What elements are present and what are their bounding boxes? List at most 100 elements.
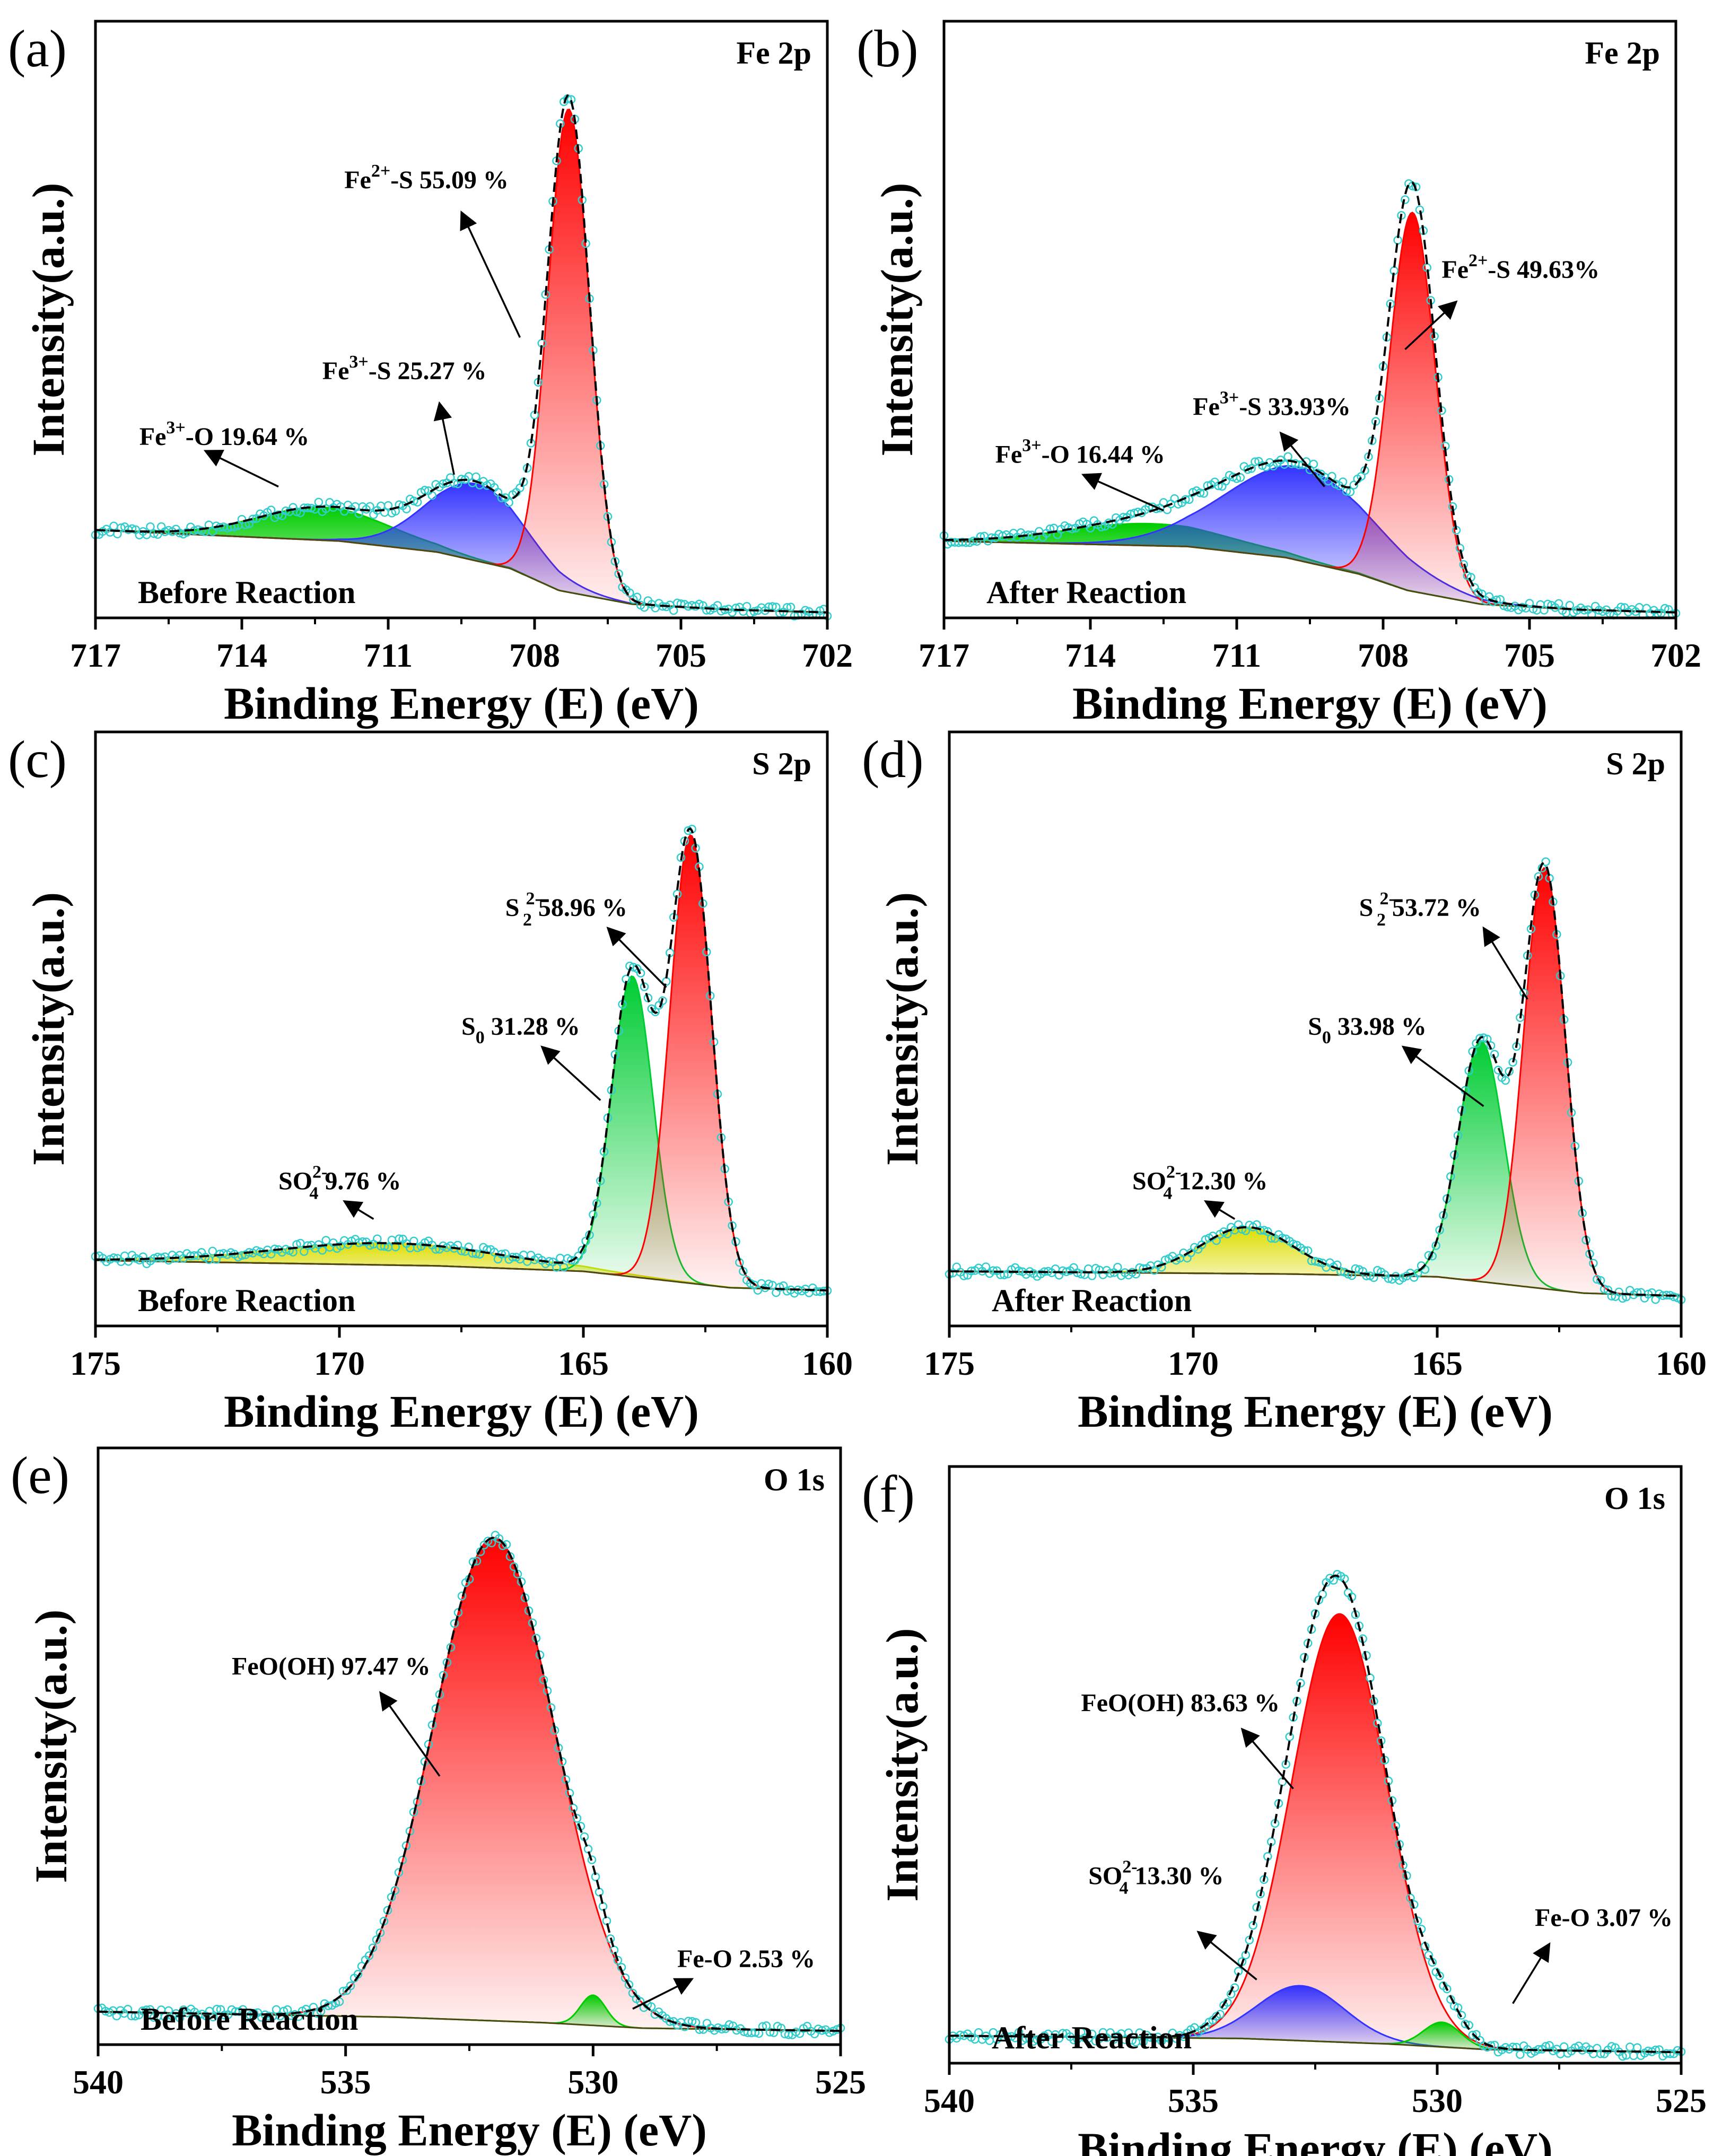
core-level-label: O 1s (764, 1462, 825, 1497)
data-point (598, 1902, 608, 1911)
data-point (364, 1951, 374, 1960)
data-point (1478, 589, 1487, 599)
x-tick-label: 714 (216, 636, 267, 674)
data-point (266, 505, 276, 514)
peak-annotation: S0 31.28 % (461, 1012, 580, 1048)
data-point (1603, 1285, 1613, 1295)
data-point (572, 1814, 582, 1823)
data-point (952, 1262, 961, 1272)
data-point (1033, 2035, 1042, 2044)
data-point (175, 2013, 185, 2023)
condition-label: Before Reaction (138, 1283, 355, 1318)
data-point (237, 1251, 247, 1260)
y-axis-title: Intensity(a.u.) (23, 182, 74, 456)
data-point (1113, 1262, 1122, 1272)
annotation-arrow (1404, 300, 1458, 351)
data-point (321, 1236, 330, 1245)
data-point (127, 524, 137, 533)
annotation-arrow (1482, 926, 1528, 1000)
data-point (578, 1245, 587, 1255)
peak-annotation: SO2-4 12.30 % (1132, 1162, 1268, 1203)
envelope-curve (95, 827, 828, 1291)
annotation-arrow (632, 1978, 694, 2010)
peak-annotation: Fe-O 2.53 % (677, 1945, 815, 1973)
data-point (691, 2018, 701, 2027)
condition-label: After Reaction (992, 2020, 1192, 2055)
data-point (365, 1241, 374, 1250)
data-point (1501, 1076, 1510, 1085)
x-tick-label: 535 (1168, 2082, 1219, 2119)
data-point (1199, 489, 1209, 498)
data-point (274, 510, 283, 519)
x-tick-label: 165 (558, 1345, 609, 1382)
data-point (581, 1236, 590, 1246)
data-point (197, 526, 206, 536)
data-point (750, 2028, 760, 2037)
x-axis-title: Binding Energy (E) (eV) (1078, 1386, 1553, 1437)
data-point (1223, 1998, 1232, 2007)
x-tick-label: 525 (1656, 2082, 1707, 2119)
data-point (1106, 2028, 1115, 2037)
x-axis-title: Binding Energy (E) (eV) (1072, 678, 1548, 729)
data-point (640, 603, 649, 612)
data-point (1435, 1226, 1444, 1235)
panel-f: 540 535 530 525 Binding Energy (E) (eV) Inten… (862, 1464, 1707, 2156)
core-level-label: Fe 2p (736, 36, 811, 71)
data-point (1629, 2051, 1638, 2061)
data-point (475, 1250, 484, 1259)
annotation-arrow (379, 1691, 441, 1777)
data-point (409, 496, 418, 505)
condition-label: Before Reaction (141, 2002, 358, 2037)
data-point (220, 2010, 229, 2020)
panel-b: 717 714 711 708 705 702 Binding Energy (E) (eV… (856, 19, 1701, 729)
data-point (1336, 1267, 1345, 1276)
data-point (1435, 1971, 1444, 1980)
data-point (1289, 1240, 1298, 1249)
data-point (974, 2028, 983, 2037)
data-point (149, 2013, 159, 2022)
data-point (109, 521, 118, 531)
annotation-arrow (343, 1200, 374, 1220)
peak-fill-0 (98, 1538, 841, 2031)
data-point (587, 1855, 597, 1864)
data-point (1077, 1269, 1086, 1279)
data-point (504, 498, 513, 507)
x-tick-label: 714 (1065, 636, 1116, 674)
annotation-arrow (540, 1045, 601, 1101)
data-point (472, 1557, 482, 1566)
peak-annotation: Fe2+-S 55.09 % (344, 161, 509, 194)
data-point (1660, 604, 1669, 613)
data-point (394, 1868, 404, 1877)
x-tick-label: 175 (924, 1345, 975, 1382)
x-tick-label: 705 (655, 636, 706, 674)
peak-fill-1 (95, 483, 827, 613)
data-point (731, 604, 740, 613)
data-point (1593, 1275, 1602, 1284)
peak-annotation: S0 33.98 % (1308, 1012, 1427, 1048)
data-point (190, 1251, 199, 1260)
core-level-label: S 2p (1606, 746, 1665, 781)
data-point (614, 569, 623, 579)
x-tick-label: 170 (314, 1345, 365, 1382)
data-point (1457, 2011, 1466, 2020)
data-point (636, 968, 645, 977)
data-point (1157, 1263, 1166, 1272)
x-tick-label: 717 (70, 636, 121, 674)
data-point (959, 1271, 968, 1280)
y-axis-title: Intensity(a.u.) (877, 892, 928, 1166)
y-axis-title: Intensity(a.u.) (871, 182, 922, 456)
data-point (238, 2005, 248, 2014)
data-point (557, 1757, 567, 1766)
data-point (1666, 2049, 1675, 2058)
data-point (1243, 465, 1252, 474)
data-point (1185, 495, 1194, 504)
data-point (1516, 2050, 1525, 2059)
data-point (1508, 1058, 1517, 1067)
x-tick-label: 165 (1412, 1345, 1463, 1382)
peak-annotation: FeO(OH) 97.47 % (232, 1653, 431, 1681)
annotation-arrow (433, 401, 455, 475)
data-point (372, 1935, 381, 1944)
data-point (1086, 523, 1095, 533)
data-point (1424, 1951, 1433, 1960)
